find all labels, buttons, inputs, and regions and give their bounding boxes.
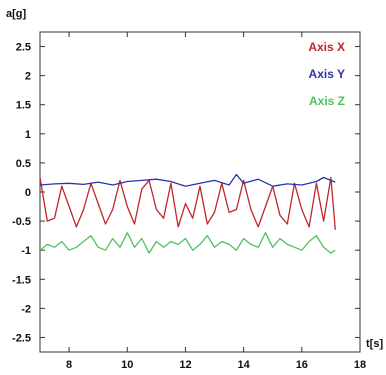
legend-label-axis-y: Axis Y: [309, 67, 345, 81]
series-line-axis-x: [39, 176, 336, 230]
x-tick-label: 16: [296, 359, 308, 371]
y-tick-label: -2.5: [12, 332, 31, 344]
y-tick-label: 2.5: [16, 42, 31, 54]
x-axis-ticks: 8 10 12 14 16 18: [66, 32, 366, 371]
series-layer: [39, 173, 336, 254]
y-tick-label: -1: [21, 245, 31, 257]
y-axis-label: a[g]: [6, 8, 27, 20]
plot-frame: [39, 31, 361, 353]
y-tick-label: -0.5: [12, 216, 31, 228]
y-tick-label: 2: [25, 71, 31, 83]
legend-label-axis-x: Axis X: [308, 40, 345, 54]
x-axis-label: t[s]: [366, 338, 383, 350]
series-line-axis-y: [39, 173, 336, 187]
y-tick-label: -2: [21, 303, 31, 315]
y-tick-label: 1: [25, 129, 31, 141]
x-tick-label: 8: [66, 359, 72, 371]
legend: Axis X Axis Y Axis Z: [308, 40, 345, 108]
y-tick-label: 1.5: [16, 100, 31, 112]
y-tick-label: 0.5: [16, 158, 31, 170]
x-tick-label: 18: [354, 359, 366, 371]
legend-label-axis-z: Axis Z: [309, 94, 345, 108]
x-tick-label: 12: [179, 359, 191, 371]
x-tick-label: 10: [121, 359, 133, 371]
y-axis-ticks: -2.5 -2 -1.5 -1 -0.5 0 0.5 1 1.5 2 2.5: [12, 42, 360, 344]
y-tick-label: -1.5: [12, 274, 31, 286]
series-line-axis-z: [39, 232, 336, 254]
y-tick-label: 0: [25, 187, 31, 199]
x-tick-label: 14: [238, 359, 251, 371]
